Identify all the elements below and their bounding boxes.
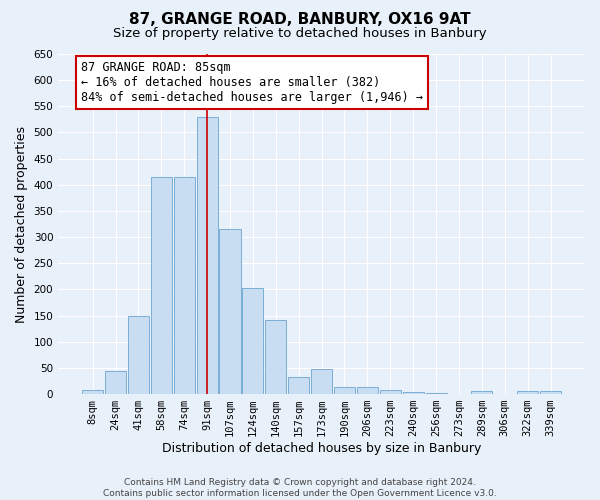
Bar: [151, 177, 172, 394]
Bar: [357, 388, 378, 394]
Bar: [311, 369, 332, 394]
Y-axis label: Number of detached properties: Number of detached properties: [15, 126, 28, 322]
Bar: [173, 177, 195, 394]
Bar: [288, 377, 309, 394]
Bar: [540, 391, 561, 394]
Bar: [472, 392, 493, 394]
Bar: [334, 387, 355, 394]
Text: Size of property relative to detached houses in Banbury: Size of property relative to detached ho…: [113, 28, 487, 40]
Bar: [220, 230, 241, 394]
Bar: [380, 390, 401, 394]
Bar: [403, 392, 424, 394]
X-axis label: Distribution of detached houses by size in Banbury: Distribution of detached houses by size …: [162, 442, 481, 455]
Text: 87 GRANGE ROAD: 85sqm
← 16% of detached houses are smaller (382)
84% of semi-det: 87 GRANGE ROAD: 85sqm ← 16% of detached …: [81, 61, 423, 104]
Bar: [197, 117, 218, 394]
Bar: [82, 390, 103, 394]
Text: 87, GRANGE ROAD, BANBURY, OX16 9AT: 87, GRANGE ROAD, BANBURY, OX16 9AT: [129, 12, 471, 28]
Bar: [425, 393, 446, 394]
Bar: [517, 391, 538, 394]
Bar: [128, 316, 149, 394]
Bar: [242, 288, 263, 394]
Bar: [105, 370, 126, 394]
Bar: [265, 320, 286, 394]
Text: Contains HM Land Registry data © Crown copyright and database right 2024.
Contai: Contains HM Land Registry data © Crown c…: [103, 478, 497, 498]
